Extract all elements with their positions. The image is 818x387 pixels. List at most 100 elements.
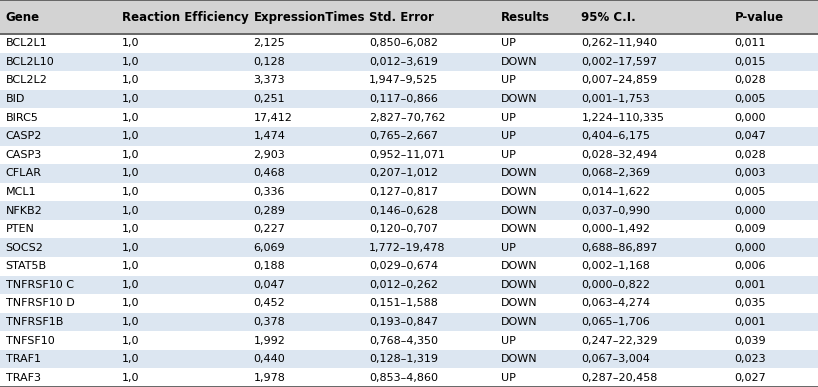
Text: 0,005: 0,005 <box>735 94 766 104</box>
Bar <box>116 368 248 387</box>
Text: 0,002–1,168: 0,002–1,168 <box>582 261 650 271</box>
Bar <box>248 0 363 34</box>
Text: 1,0: 1,0 <box>122 354 139 364</box>
Text: BCL2L1: BCL2L1 <box>6 38 47 48</box>
Bar <box>0 183 116 201</box>
Bar <box>576 90 729 108</box>
Text: 0,251: 0,251 <box>254 94 285 104</box>
Bar <box>729 71 818 90</box>
Text: ExpressionTimes: ExpressionTimes <box>254 10 365 24</box>
Text: 0,001: 0,001 <box>735 280 766 290</box>
Bar <box>496 127 576 146</box>
Bar <box>363 220 496 238</box>
Bar <box>116 127 248 146</box>
Text: 1,0: 1,0 <box>122 168 139 178</box>
Text: 0,768–4,350: 0,768–4,350 <box>369 336 438 346</box>
Bar <box>0 220 116 238</box>
Text: P-value: P-value <box>735 10 784 24</box>
Bar <box>116 34 248 53</box>
Bar <box>248 90 363 108</box>
Bar <box>116 146 248 164</box>
Bar <box>248 313 363 331</box>
Text: 0,047: 0,047 <box>735 131 766 141</box>
Bar <box>576 127 729 146</box>
Bar <box>729 108 818 127</box>
Bar <box>116 313 248 331</box>
Text: UP: UP <box>501 113 516 123</box>
Text: 1,0: 1,0 <box>122 38 139 48</box>
Bar <box>496 71 576 90</box>
Bar <box>729 34 818 53</box>
Text: 0,853–4,860: 0,853–4,860 <box>369 373 438 383</box>
Bar <box>576 146 729 164</box>
Text: 1,0: 1,0 <box>122 373 139 383</box>
Bar <box>576 0 729 34</box>
Text: 0,688–86,897: 0,688–86,897 <box>582 243 658 253</box>
Text: 0,850–6,082: 0,850–6,082 <box>369 38 438 48</box>
Bar <box>248 276 363 294</box>
Bar <box>363 34 496 53</box>
Bar <box>116 294 248 313</box>
Bar <box>0 238 116 257</box>
Text: 1,0: 1,0 <box>122 57 139 67</box>
Text: 1,0: 1,0 <box>122 336 139 346</box>
Text: 0,006: 0,006 <box>735 261 766 271</box>
Text: BCL2L2: BCL2L2 <box>6 75 47 86</box>
Text: 0,952–11,071: 0,952–11,071 <box>369 150 445 160</box>
Bar <box>729 331 818 350</box>
Bar <box>116 331 248 350</box>
Bar <box>496 183 576 201</box>
Text: DOWN: DOWN <box>501 168 537 178</box>
Bar <box>363 127 496 146</box>
Text: 0,000: 0,000 <box>735 205 766 216</box>
Text: 0,468: 0,468 <box>254 168 285 178</box>
Text: BCL2L10: BCL2L10 <box>6 57 55 67</box>
Bar <box>496 0 576 34</box>
Bar <box>363 71 496 90</box>
Text: 0,117–0,866: 0,117–0,866 <box>369 94 438 104</box>
Text: 1,0: 1,0 <box>122 187 139 197</box>
Bar <box>248 201 363 220</box>
Text: 2,903: 2,903 <box>254 150 285 160</box>
Bar <box>576 220 729 238</box>
Bar <box>0 294 116 313</box>
Text: 0,003: 0,003 <box>735 168 766 178</box>
Bar <box>248 294 363 313</box>
Bar <box>248 164 363 183</box>
Text: 0,001: 0,001 <box>735 317 766 327</box>
Bar <box>576 257 729 276</box>
Bar <box>0 368 116 387</box>
Text: TNFRSF1B: TNFRSF1B <box>6 317 63 327</box>
Bar <box>729 294 818 313</box>
Text: 0,207–1,012: 0,207–1,012 <box>369 168 438 178</box>
Bar <box>363 108 496 127</box>
Text: UP: UP <box>501 373 516 383</box>
Bar <box>116 238 248 257</box>
Bar <box>0 164 116 183</box>
Bar <box>0 331 116 350</box>
Bar <box>729 350 818 368</box>
Bar <box>496 108 576 127</box>
Text: 0,012–3,619: 0,012–3,619 <box>369 57 438 67</box>
Bar <box>363 53 496 71</box>
Text: 1,0: 1,0 <box>122 131 139 141</box>
Bar <box>496 238 576 257</box>
Text: UP: UP <box>501 336 516 346</box>
Bar <box>116 0 248 34</box>
Bar <box>116 220 248 238</box>
Bar <box>248 257 363 276</box>
Bar <box>116 276 248 294</box>
Bar <box>496 146 576 164</box>
Text: 0,047: 0,047 <box>254 280 285 290</box>
Bar <box>0 34 116 53</box>
Text: 1,772–19,478: 1,772–19,478 <box>369 243 446 253</box>
Text: DOWN: DOWN <box>501 280 537 290</box>
Bar <box>729 238 818 257</box>
Bar <box>729 276 818 294</box>
Text: DOWN: DOWN <box>501 317 537 327</box>
Bar <box>248 71 363 90</box>
Bar <box>496 294 576 313</box>
Text: 0,007–24,859: 0,007–24,859 <box>582 75 658 86</box>
Bar <box>116 164 248 183</box>
Text: 2,827–70,762: 2,827–70,762 <box>369 113 446 123</box>
